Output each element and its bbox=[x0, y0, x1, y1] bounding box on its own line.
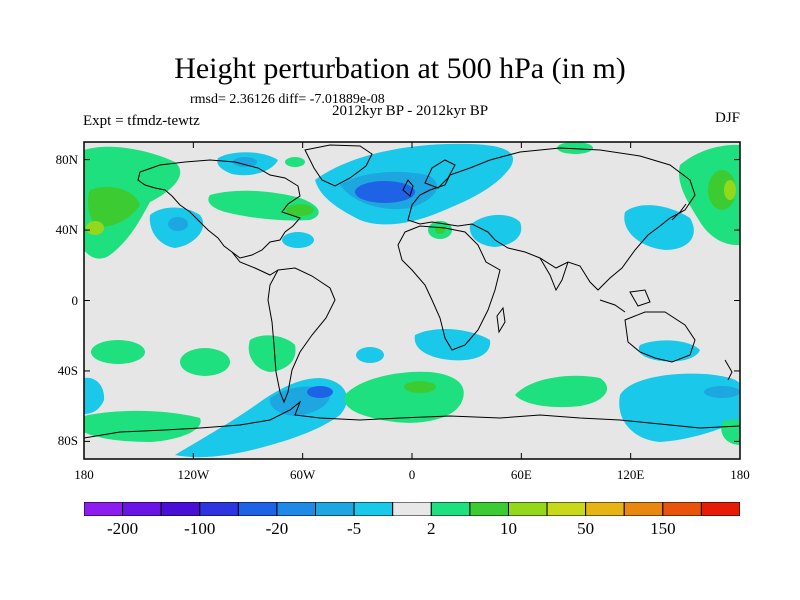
contour-neg-caribbean bbox=[282, 232, 314, 248]
colorbar-box bbox=[430, 502, 471, 516]
coast-japan bbox=[671, 203, 687, 221]
lon-tick-label: 60W bbox=[290, 467, 316, 482]
lon-tick-label: 120W bbox=[177, 467, 210, 482]
contour-pos-siberia bbox=[557, 142, 593, 154]
contour-neg-south-africa bbox=[414, 328, 491, 361]
experiment-label: Expt = tfmdz-tewtz bbox=[83, 113, 200, 129]
colorbar-box bbox=[662, 502, 702, 516]
contour-pos-core-northwest-pacific bbox=[708, 170, 736, 210]
contour-neg-core-south-of-australia bbox=[704, 386, 740, 398]
lat-tick-label: 40N bbox=[55, 222, 78, 238]
contour-neg-east-asia bbox=[624, 205, 694, 250]
contour-pos-core-south-atlantic bbox=[404, 381, 436, 393]
contour-pos-south-america bbox=[248, 335, 296, 372]
axis-ticks bbox=[83, 142, 741, 459]
contour-pos-core-north-pacific bbox=[86, 221, 104, 235]
map-title: Height perturbation at 500 hPa (in m) bbox=[174, 52, 626, 85]
coast-australia bbox=[624, 311, 696, 363]
coast-new-zealand bbox=[724, 359, 733, 381]
colorbar-box bbox=[353, 502, 394, 516]
contour-fields bbox=[84, 142, 740, 458]
lat-tick-label: 0 bbox=[71, 292, 79, 308]
colorbar-label: -100 bbox=[184, 519, 216, 538]
colorbar-box bbox=[585, 502, 625, 516]
colorbar-label: 50 bbox=[577, 519, 595, 538]
colorbar bbox=[84, 502, 740, 516]
colorbar-box bbox=[160, 502, 201, 516]
coast-greenland bbox=[304, 144, 373, 187]
coast-africa bbox=[397, 225, 501, 351]
contour-neg-south-atlantic bbox=[356, 347, 384, 363]
colorbar-box bbox=[122, 502, 162, 516]
contour-pos-southeast-pacific bbox=[180, 348, 230, 376]
contour-neg-southern-ocean-west bbox=[84, 377, 105, 414]
colorbar-box bbox=[276, 502, 317, 516]
contour-pos-mid-north-pacific bbox=[87, 186, 140, 227]
period-label: 2012kyr BP - 2012kyr BP bbox=[331, 103, 489, 119]
colorbar-box bbox=[84, 502, 124, 516]
colorbar-box bbox=[507, 502, 548, 516]
colorbar-label: 150 bbox=[650, 519, 676, 538]
coast-scandinavia bbox=[424, 159, 456, 189]
lat-tick-label: 80N bbox=[55, 151, 78, 167]
colorbar-label: -20 bbox=[265, 519, 289, 538]
coast-europe bbox=[407, 147, 696, 291]
contour-pos-greenland bbox=[285, 157, 305, 167]
contour-neg-core-north-atlantic bbox=[355, 181, 415, 203]
coast-central-america bbox=[231, 251, 279, 276]
contour-neg-core-west-coast-na bbox=[168, 217, 188, 231]
colorbar-box bbox=[469, 502, 509, 516]
coast-madagascar bbox=[496, 306, 506, 334]
coast-sumatra bbox=[599, 299, 626, 313]
colorbar-label: 2 bbox=[427, 519, 436, 538]
rmsd-diff-stats: rmsd= 2.36126 diff= -7.01889e-08 bbox=[190, 92, 385, 107]
coast-north-america bbox=[137, 159, 301, 259]
coast-south-america bbox=[267, 267, 336, 404]
coast-borneo bbox=[629, 289, 651, 307]
colorbar-box bbox=[392, 502, 432, 516]
lat-tick-label: 40S bbox=[57, 362, 78, 378]
colorbar-box bbox=[546, 502, 587, 516]
lon-tick-label: 180 bbox=[730, 467, 750, 482]
colorbar-label: 10 bbox=[499, 519, 517, 538]
coast-british-isles bbox=[402, 179, 414, 197]
lon-tick-label: 60E bbox=[510, 467, 532, 482]
contour-neg-core-arctic-canada bbox=[233, 157, 257, 167]
colorbar-box bbox=[315, 502, 355, 516]
contour-pos-south-pacific bbox=[91, 340, 145, 364]
colorbar-label: -5 bbox=[347, 519, 362, 538]
contour-neg-south-australia bbox=[638, 340, 700, 362]
coast-antarctica bbox=[84, 400, 740, 439]
colorbar-box bbox=[199, 502, 239, 516]
season-label: DJF bbox=[714, 110, 740, 126]
contour-pos-southern-indian bbox=[515, 375, 608, 408]
lon-tick-label: 0 bbox=[408, 467, 416, 482]
contour-pos-peak-northwest-pacific bbox=[724, 180, 736, 200]
colorbar-box bbox=[623, 502, 664, 516]
colorbar-label: -200 bbox=[106, 519, 139, 538]
contour-pos-core-canada bbox=[286, 204, 314, 216]
colorbar-box bbox=[237, 502, 278, 516]
colorbar-box bbox=[700, 502, 740, 516]
contour-neg-arabia bbox=[469, 214, 522, 247]
lon-tick-label: 180 bbox=[74, 467, 94, 482]
contour-neg-core-drake-passage bbox=[307, 386, 333, 398]
coastlines bbox=[84, 144, 740, 439]
lat-tick-label: 80S bbox=[57, 433, 78, 449]
contour-pos-southern-ocean-west bbox=[84, 410, 201, 442]
lon-tick-label: 120E bbox=[616, 467, 645, 482]
coast-india bbox=[539, 257, 569, 292]
